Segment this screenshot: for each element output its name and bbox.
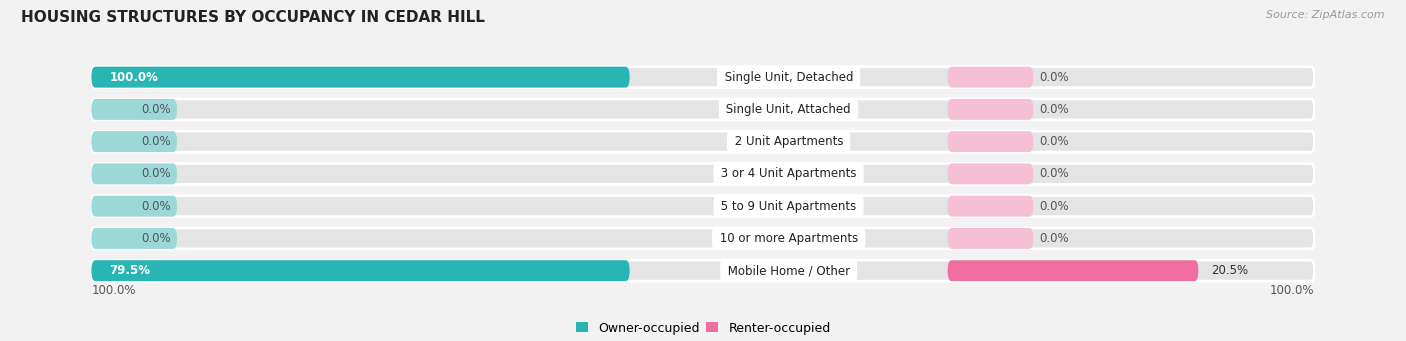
Text: 0.0%: 0.0% — [1039, 200, 1069, 213]
FancyBboxPatch shape — [91, 66, 1315, 88]
FancyBboxPatch shape — [91, 131, 177, 152]
Text: HOUSING STRUCTURES BY OCCUPANCY IN CEDAR HILL: HOUSING STRUCTURES BY OCCUPANCY IN CEDAR… — [21, 10, 485, 25]
Text: 100.0%: 100.0% — [1270, 283, 1315, 297]
Text: 10 or more Apartments: 10 or more Apartments — [716, 232, 862, 245]
Text: 5 to 9 Unit Apartments: 5 to 9 Unit Apartments — [717, 200, 860, 213]
Text: 0.0%: 0.0% — [141, 167, 172, 180]
Text: 0.0%: 0.0% — [141, 232, 172, 245]
FancyBboxPatch shape — [91, 196, 1315, 217]
FancyBboxPatch shape — [948, 66, 1033, 88]
Text: 0.0%: 0.0% — [1039, 103, 1069, 116]
FancyBboxPatch shape — [948, 99, 1033, 120]
Text: 100.0%: 100.0% — [91, 283, 136, 297]
FancyBboxPatch shape — [948, 260, 1198, 281]
FancyBboxPatch shape — [91, 228, 1315, 249]
Text: Source: ZipAtlas.com: Source: ZipAtlas.com — [1267, 10, 1385, 20]
FancyBboxPatch shape — [91, 260, 630, 281]
FancyBboxPatch shape — [91, 163, 177, 184]
Text: 20.5%: 20.5% — [1211, 264, 1247, 277]
FancyBboxPatch shape — [948, 131, 1033, 152]
FancyBboxPatch shape — [91, 99, 1315, 120]
FancyBboxPatch shape — [948, 228, 1033, 249]
FancyBboxPatch shape — [91, 163, 1315, 184]
Text: Single Unit, Attached: Single Unit, Attached — [723, 103, 855, 116]
FancyBboxPatch shape — [91, 196, 177, 217]
FancyBboxPatch shape — [91, 66, 630, 88]
Text: 0.0%: 0.0% — [141, 103, 172, 116]
Text: 0.0%: 0.0% — [1039, 135, 1069, 148]
Text: 0.0%: 0.0% — [1039, 232, 1069, 245]
Text: 79.5%: 79.5% — [110, 264, 150, 277]
FancyBboxPatch shape — [948, 196, 1033, 217]
Text: 2 Unit Apartments: 2 Unit Apartments — [731, 135, 846, 148]
Text: 100.0%: 100.0% — [110, 71, 159, 84]
Text: 3 or 4 Unit Apartments: 3 or 4 Unit Apartments — [717, 167, 860, 180]
FancyBboxPatch shape — [91, 228, 177, 249]
Text: Mobile Home / Other: Mobile Home / Other — [724, 264, 853, 277]
FancyBboxPatch shape — [91, 99, 177, 120]
FancyBboxPatch shape — [91, 260, 1315, 281]
FancyBboxPatch shape — [948, 163, 1033, 184]
FancyBboxPatch shape — [91, 131, 1315, 152]
Text: 0.0%: 0.0% — [141, 135, 172, 148]
Text: Single Unit, Detached: Single Unit, Detached — [720, 71, 856, 84]
Legend: Owner-occupied, Renter-occupied: Owner-occupied, Renter-occupied — [571, 316, 835, 340]
Text: 0.0%: 0.0% — [1039, 167, 1069, 180]
Text: 0.0%: 0.0% — [141, 200, 172, 213]
Text: 0.0%: 0.0% — [1039, 71, 1069, 84]
